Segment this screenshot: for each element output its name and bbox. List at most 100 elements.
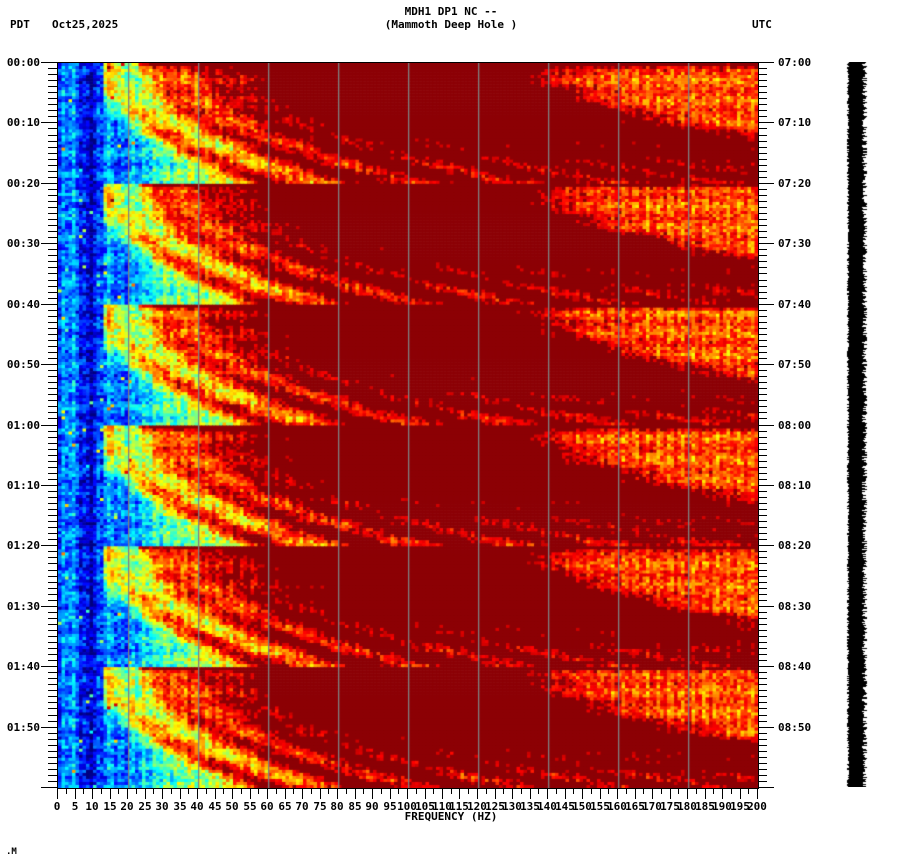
time-tick-major-right: [758, 787, 774, 789]
time-tick-minor-right: [758, 207, 767, 209]
freq-tick-label: 125: [485, 800, 505, 813]
freq-tick-major: [320, 788, 322, 799]
time-tick-minor-left: [48, 642, 57, 644]
freq-tick-major: [425, 788, 427, 799]
time-label-pdt: 01:00: [6, 419, 40, 432]
time-tick-minor-left: [48, 225, 57, 227]
time-tick-minor-left: [48, 358, 57, 360]
freq-tick-label: 90: [365, 800, 379, 813]
time-tick-minor-right: [758, 352, 767, 354]
time-tick-minor-right: [758, 648, 767, 650]
time-tick-minor-right: [758, 376, 767, 378]
time-tick-minor-right: [758, 733, 767, 735]
time-tick-minor-left: [48, 400, 57, 402]
freq-tick-minor: [696, 788, 698, 794]
time-tick-minor-left: [48, 781, 57, 783]
time-tick-minor-right: [758, 636, 767, 638]
time-tick-major-left: [41, 425, 57, 427]
corner-artifact-mark: .M: [6, 847, 17, 857]
time-tick-minor-left: [48, 576, 57, 578]
time-tick-minor-left: [48, 412, 57, 414]
time-tick-minor-left: [48, 68, 57, 70]
freq-tick-major: [180, 788, 182, 799]
time-tick-minor-right: [758, 98, 767, 100]
time-label-utc: 08:20: [778, 539, 812, 552]
time-tick-minor-right: [758, 370, 767, 372]
freq-tick-major: [267, 788, 269, 799]
time-tick-minor-right: [758, 153, 767, 155]
time-tick-minor-left: [48, 600, 57, 602]
freq-tick-label: 110: [432, 800, 452, 813]
time-tick-minor-left: [48, 702, 57, 704]
time-tick-minor-right: [758, 237, 767, 239]
freq-tick-major: [757, 788, 759, 799]
time-tick-minor-right: [758, 286, 767, 288]
time-tick-minor-right: [758, 696, 767, 698]
time-tick-minor-right: [758, 660, 767, 662]
time-tick-minor-left: [48, 751, 57, 753]
freq-tick-minor: [398, 788, 400, 794]
time-tick-major-left: [41, 364, 57, 366]
time-tick-minor-left: [48, 437, 57, 439]
time-tick-minor-right: [758, 346, 767, 348]
time-tick-minor-right: [758, 594, 767, 596]
freq-tick-major: [687, 788, 689, 799]
time-tick-major-right: [758, 545, 774, 547]
freq-tick-major: [635, 788, 637, 799]
freq-tick-minor: [66, 788, 68, 794]
time-tick-minor-right: [758, 757, 767, 759]
freq-tick-minor: [223, 788, 225, 794]
time-tick-minor-right: [758, 745, 767, 747]
date-label: Oct25,2025: [52, 18, 119, 31]
time-tick-major-right: [758, 183, 774, 185]
time-tick-minor-left: [48, 80, 57, 82]
freq-tick-major: [740, 788, 742, 799]
time-label-pdt: 01:40: [6, 660, 40, 673]
time-tick-minor-left: [48, 503, 57, 505]
freq-tick-major: [390, 788, 392, 799]
time-label-pdt: 00:30: [6, 237, 40, 250]
freq-tick-label: 30: [155, 800, 169, 813]
time-tick-minor-right: [758, 684, 767, 686]
time-tick-minor-right: [758, 104, 767, 106]
freq-tick-label: 85: [348, 800, 362, 813]
time-tick-minor-right: [758, 394, 767, 396]
time-tick-minor-right: [758, 497, 767, 499]
freq-tick-major: [459, 788, 461, 799]
time-tick-minor-right: [758, 171, 767, 173]
time-tick-minor-right: [758, 195, 767, 197]
freq-tick-major: [302, 788, 304, 799]
freq-tick-label: 55: [243, 800, 257, 813]
time-tick-minor-left: [48, 769, 57, 771]
time-tick-minor-right: [758, 273, 767, 275]
freq-tick-minor: [118, 788, 120, 794]
freq-tick-major: [232, 788, 234, 799]
time-tick-minor-right: [758, 551, 767, 553]
time-tick-minor-right: [758, 86, 767, 88]
time-tick-minor-right: [758, 110, 767, 112]
time-tick-minor-right: [758, 509, 767, 511]
spectrogram-plot[interactable]: [57, 62, 759, 789]
time-tick-minor-left: [48, 757, 57, 759]
freq-tick-minor: [293, 788, 295, 794]
time-tick-major-right: [758, 364, 774, 366]
time-tick-minor-left: [48, 509, 57, 511]
time-tick-minor-left: [48, 255, 57, 257]
time-tick-minor-right: [758, 334, 767, 336]
time-tick-minor-left: [48, 708, 57, 710]
time-tick-major-left: [41, 545, 57, 547]
time-tick-minor-right: [758, 249, 767, 251]
time-tick-minor-left: [48, 582, 57, 584]
freq-tick-label: 100: [397, 800, 417, 813]
freq-tick-label: 185: [695, 800, 715, 813]
time-label-pdt: 00:00: [6, 56, 40, 69]
time-tick-major-right: [758, 485, 774, 487]
time-tick-minor-left: [48, 261, 57, 263]
freq-tick-major: [162, 788, 164, 799]
time-tick-minor-right: [758, 418, 767, 420]
time-tick-minor-left: [48, 733, 57, 735]
freq-tick-minor: [468, 788, 470, 794]
freq-tick-label: 130: [502, 800, 522, 813]
time-tick-major-left: [41, 304, 57, 306]
time-tick-minor-left: [48, 763, 57, 765]
